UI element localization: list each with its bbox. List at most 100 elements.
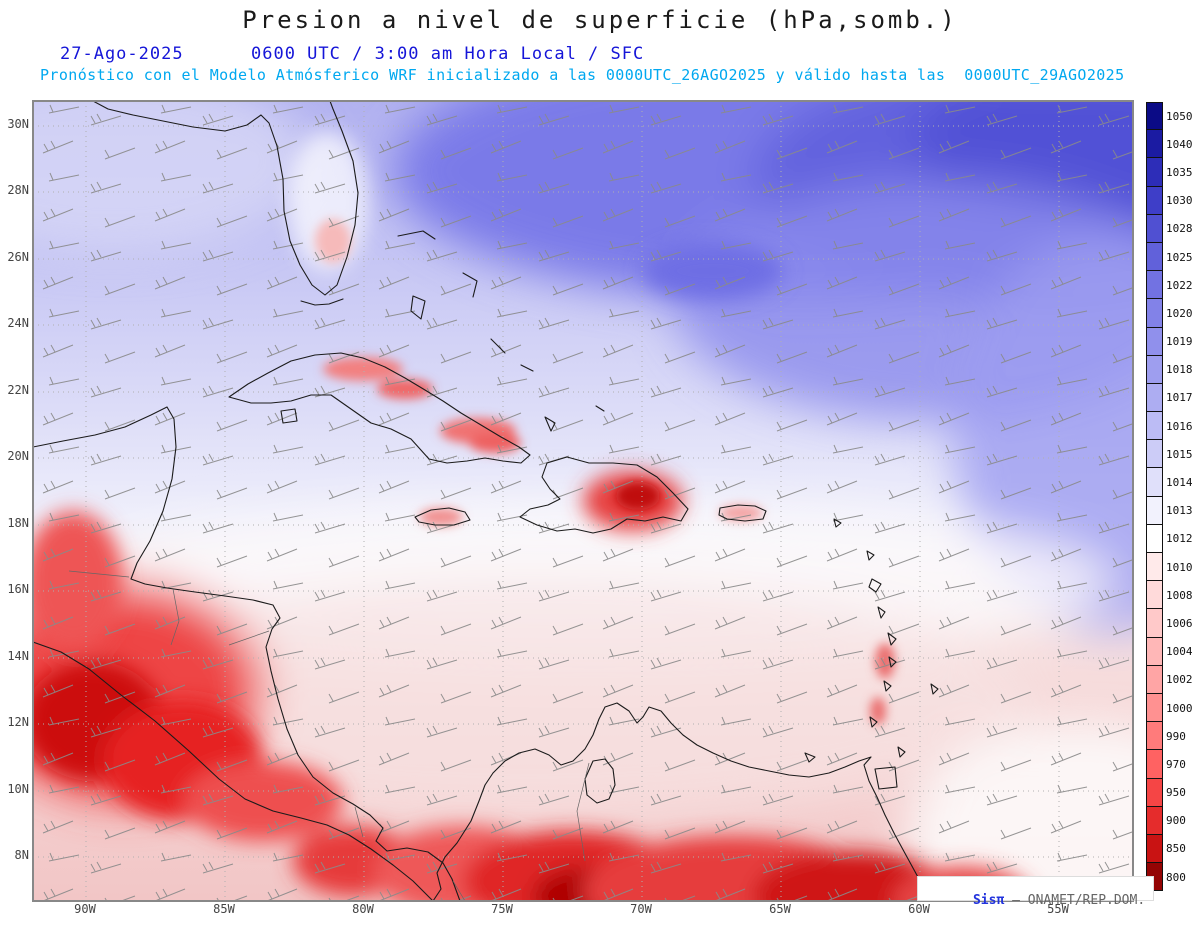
colorbar-row: 1002 [1146, 665, 1200, 694]
colorbar-swatch [1146, 158, 1163, 187]
lon-label: 85W [213, 902, 235, 916]
colorbar-swatch [1146, 214, 1163, 243]
colorbar-swatch [1146, 722, 1163, 751]
colorbar-swatch [1146, 581, 1163, 610]
colorbar-value: 850 [1166, 842, 1186, 856]
colorbar-row: 1020 [1146, 299, 1200, 328]
colorbar-row: 1050 [1146, 102, 1200, 131]
colorbar-row: 1040 [1146, 130, 1200, 159]
colorbar-row: 1025 [1146, 242, 1200, 272]
colorbar-swatch [1146, 834, 1163, 864]
lat-label: 10N [7, 782, 29, 796]
colorbar-swatch [1146, 186, 1163, 215]
colorbar-value: 1002 [1166, 673, 1193, 687]
colorbar-swatch [1146, 440, 1163, 469]
colorbar-swatch [1146, 693, 1163, 723]
colorbar-row: 1022 [1146, 271, 1200, 300]
colorbar-row: 970 [1146, 750, 1200, 779]
colorbar-swatch [1146, 412, 1163, 441]
colorbar-value: 1015 [1166, 447, 1193, 461]
lon-label: 70W [630, 902, 652, 916]
colorbar-swatch [1146, 637, 1163, 666]
colorbar-value: 1012 [1166, 532, 1193, 546]
colorbar-value: 970 [1166, 757, 1186, 771]
colorbar-swatch [1146, 355, 1163, 384]
colorbar-row: 1030 [1146, 186, 1200, 215]
lat-label: 18N [7, 516, 29, 530]
colorbar-value: 1010 [1166, 560, 1193, 574]
colorbar-value: 1018 [1166, 363, 1193, 377]
forecast-line: Pronóstico con el Modelo Atmósferico WRF… [40, 66, 1125, 84]
colorbar-value: 1013 [1166, 504, 1193, 518]
coastline-layer [33, 101, 939, 901]
colorbar-row: 1013 [1146, 496, 1200, 525]
colorbar-value: 950 [1166, 786, 1186, 800]
colorbar-swatch [1146, 271, 1163, 300]
colorbar-swatch [1146, 553, 1163, 582]
colorbar-row: 1019 [1146, 327, 1200, 356]
colorbar-swatch [1146, 102, 1163, 131]
colorbar-swatch [1146, 778, 1163, 807]
colorbar-row: 900 [1146, 806, 1200, 835]
colorbar-row: 1018 [1146, 355, 1200, 384]
colorbar-value: 1040 [1166, 137, 1193, 151]
colorbar-swatch [1146, 665, 1163, 694]
colorbar-swatch [1146, 496, 1163, 525]
colorbar-row: 1015 [1146, 440, 1200, 469]
lat-label: 30N [7, 117, 29, 131]
colorbar-swatch [1146, 383, 1163, 413]
credit-brand: Sisπ [972, 893, 1005, 908]
lon-label: 80W [352, 902, 374, 916]
colorbar-value: 900 [1166, 814, 1186, 828]
lon-label: 90W [74, 902, 96, 916]
pressure-colorbar: 1050 1040 1035 1030 1028 1025 1022 1020 … [1146, 102, 1200, 892]
lat-label: 28N [7, 183, 29, 197]
colorbar-value: 1017 [1166, 391, 1193, 405]
border-lines-layer [68, 570, 590, 901]
colorbar-row: 1012 [1146, 524, 1200, 553]
colorbar-swatch [1146, 468, 1163, 497]
colorbar-value: 1020 [1166, 306, 1193, 320]
lat-label: 20N [7, 449, 29, 463]
lat-label: 26N [7, 250, 29, 264]
colorbar-swatch [1146, 524, 1163, 553]
colorbar-row: 1017 [1146, 383, 1200, 413]
lon-label: 65W [769, 902, 791, 916]
colorbar-row: 1016 [1146, 412, 1200, 441]
colorbar-value: 800 [1166, 870, 1186, 884]
colorbar-row: 1004 [1146, 637, 1200, 666]
colorbar-value: 1028 [1166, 222, 1193, 236]
colorbar-value: 1016 [1166, 419, 1193, 433]
colorbar-row: 1028 [1146, 214, 1200, 243]
lat-label: 22N [7, 383, 29, 397]
lon-label: 60W [908, 902, 930, 916]
colorbar-row: 1000 [1146, 693, 1200, 723]
colorbar-value: 1014 [1166, 476, 1193, 490]
colorbar-value: 1008 [1166, 588, 1193, 602]
colorbar-row: 1006 [1146, 609, 1200, 638]
colorbar-row: 990 [1146, 722, 1200, 751]
wind-barbs-layer [33, 101, 1133, 901]
colorbar-value: 1022 [1166, 278, 1193, 292]
colorbar-swatch [1146, 750, 1163, 779]
colorbar-value: 1006 [1166, 616, 1193, 630]
colorbar-swatch [1146, 327, 1163, 356]
credit-org: – ONAMET/REP.DOM. [1004, 893, 1146, 908]
colorbar-value: 1004 [1166, 645, 1193, 659]
colorbar-row: 850 [1146, 834, 1200, 864]
colorbar-value: 1030 [1166, 194, 1193, 208]
colorbar-row: 950 [1146, 778, 1200, 807]
colorbar-value: 1019 [1166, 335, 1193, 349]
colorbar-row: 1014 [1146, 468, 1200, 497]
credit-box: Sisπ – ONAMET/REP.DOM. [917, 876, 1155, 908]
lat-label: 14N [7, 649, 29, 663]
map-area: Sisπ – ONAMET/REP.DOM. [32, 100, 1155, 908]
colorbar-value: 1050 [1166, 109, 1193, 123]
colorbar-swatch [1146, 806, 1163, 835]
lat-label: 16N [7, 582, 29, 596]
colorbar-swatch [1146, 130, 1163, 159]
colorbar-swatch [1146, 242, 1163, 272]
colorbar-row: 1008 [1146, 581, 1200, 610]
lat-label: 24N [7, 316, 29, 330]
